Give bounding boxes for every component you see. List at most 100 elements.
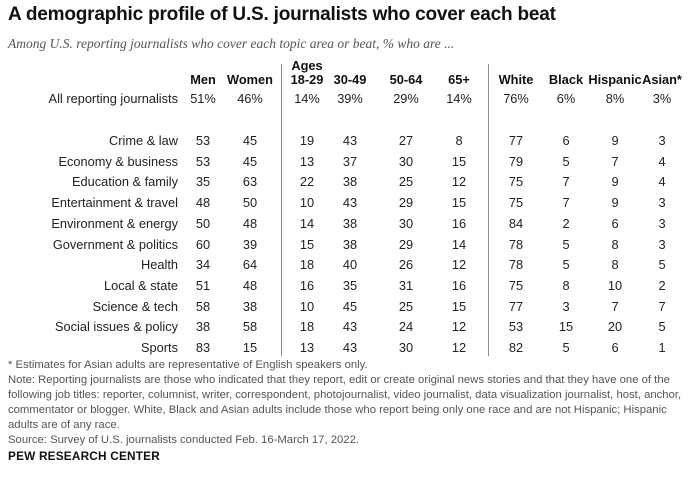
cell-entertainment-travel-hispanic: 9	[611, 195, 619, 211]
row-label-environment-energy: Environment & energy	[51, 215, 178, 231]
cell-economy-business-30-49: 37	[342, 153, 358, 169]
summary-value-65: 14%	[446, 91, 472, 106]
cell-crime-law-30-49: 43	[342, 133, 358, 148]
cell-sports-women: 15	[242, 340, 258, 355]
cell-social-issues-policy-white: 53	[508, 319, 524, 335]
cell-government-politics-hispanic: 8	[611, 236, 619, 252]
cell-government-politics-asian: 3	[658, 236, 666, 252]
cell-environment-energy-asian: 3	[658, 215, 666, 231]
cell-science-tech-women: 38	[242, 298, 258, 314]
row-label-science-tech: Science & tech	[92, 298, 178, 314]
cell-health-women: 64	[242, 257, 258, 273]
cell-environment-energy-women: 48	[242, 215, 258, 231]
cell-entertainment-travel-18-29: 10	[299, 195, 315, 211]
cell-crime-law-65: 8	[455, 133, 463, 148]
cell-crime-law-women: 45	[242, 133, 258, 148]
beat-demographics-table: Ages Men Women 18-29 30-49 50-64 65+ White Black…	[49, 58, 682, 356]
cell-science-tech-men: 58	[195, 298, 211, 314]
row-label-government-politics: Government & politics	[52, 236, 178, 252]
cell-social-issues-policy-men: 38	[195, 319, 211, 335]
cell-entertainment-travel-50-64: 29	[398, 195, 414, 211]
notes-block: * Estimates for Asian adults are represe…	[8, 358, 692, 448]
cell-health-65: 12	[451, 257, 467, 273]
cell-education-family-18-29: 22	[299, 174, 315, 190]
row-label-education-family: Education & family	[72, 174, 178, 190]
cell-crime-law-50-64: 27	[398, 133, 414, 148]
cell-economy-business-black: 5	[562, 153, 570, 169]
chart-title: A demographic profile of U.S. journalist…	[8, 4, 556, 25]
cell-health-asian: 5	[658, 257, 666, 273]
column-header-50-64: 50-64	[389, 72, 423, 87]
cell-social-issues-policy-65: 12	[451, 319, 467, 335]
cell-government-politics-white: 78	[508, 236, 524, 252]
cell-economy-business-hispanic: 7	[611, 153, 619, 169]
chart-subtitle: Among U.S. reporting journalists who cov…	[8, 36, 455, 51]
cell-entertainment-travel-men: 48	[195, 195, 211, 211]
cell-entertainment-travel-women: 50	[242, 195, 258, 211]
cell-economy-business-18-29: 13	[299, 153, 315, 169]
cell-crime-law-18-29: 19	[299, 133, 315, 148]
cell-environment-energy-white: 84	[508, 215, 524, 231]
cell-crime-law-hispanic: 9	[611, 133, 619, 148]
column-header-30-49: 30-49	[333, 72, 367, 87]
cell-health-men: 34	[195, 257, 211, 273]
cell-economy-business-65: 15	[451, 153, 467, 169]
cell-education-family-30-49: 38	[342, 174, 358, 190]
cell-entertainment-travel-asian: 3	[658, 195, 666, 211]
cell-science-tech-50-64: 25	[398, 298, 414, 314]
summary-value-30-49: 39%	[337, 91, 363, 106]
column-header-white: White	[498, 72, 534, 87]
column-header-18-29: 18-29	[290, 72, 324, 87]
column-header-65: 65+	[448, 72, 470, 87]
cell-local-state-30-49: 35	[342, 277, 358, 293]
cell-science-tech-asian: 7	[658, 298, 666, 314]
cell-economy-business-men: 53	[195, 153, 211, 169]
cell-education-family-black: 7	[562, 174, 570, 190]
cell-science-tech-white: 77	[508, 298, 524, 314]
cell-environment-energy-18-29: 14	[299, 215, 315, 231]
cell-social-issues-policy-hispanic: 20	[607, 319, 623, 335]
cell-sports-30-49: 43	[342, 340, 358, 355]
cell-local-state-women: 48	[242, 277, 258, 293]
cell-health-black: 5	[562, 257, 570, 273]
source-note: Source: Survey of U.S. journalists condu…	[8, 434, 360, 446]
cell-science-tech-65: 15	[451, 298, 467, 314]
cell-health-hispanic: 8	[611, 257, 619, 273]
cell-sports-18-29: 13	[299, 340, 315, 355]
cell-health-30-49: 40	[342, 257, 358, 273]
cell-government-politics-50-64: 29	[398, 236, 414, 252]
cell-crime-law-asian: 3	[658, 133, 666, 148]
cell-sports-50-64: 30	[398, 340, 414, 355]
column-header-asian: Asian*	[642, 72, 682, 87]
summary-value-women: 46%	[237, 91, 263, 106]
cell-environment-energy-black: 2	[562, 215, 570, 231]
cell-sports-hispanic: 6	[611, 340, 619, 355]
cell-local-state-black: 8	[562, 277, 570, 293]
row-label-entertainment-travel: Entertainment & travel	[51, 195, 178, 211]
cell-health-50-64: 26	[398, 257, 414, 273]
age-group-header: Ages	[291, 58, 323, 73]
cell-government-politics-men: 60	[195, 236, 211, 252]
cell-social-issues-policy-asian: 5	[658, 319, 666, 335]
cell-social-issues-policy-black: 15	[558, 319, 574, 335]
row-label-local-state: Local & state	[104, 277, 178, 293]
cell-local-state-men: 51	[195, 277, 211, 293]
cell-education-family-white: 75	[508, 174, 524, 190]
cell-sports-black: 5	[562, 340, 570, 355]
cell-crime-law-white: 77	[508, 133, 524, 148]
cell-education-family-men: 35	[195, 174, 211, 190]
cell-social-issues-policy-women: 58	[242, 319, 258, 335]
cell-education-family-50-64: 25	[398, 174, 414, 190]
cell-social-issues-policy-50-64: 24	[398, 319, 414, 335]
cell-entertainment-travel-65: 15	[451, 195, 467, 211]
cell-local-state-asian: 2	[658, 277, 666, 293]
cell-education-family-hispanic: 9	[611, 174, 619, 190]
cell-environment-energy-hispanic: 6	[611, 215, 619, 231]
column-header-hispanic: Hispanic	[588, 72, 642, 87]
summary-value-men: 51%	[190, 91, 216, 106]
cell-government-politics-65: 14	[451, 236, 467, 252]
asian-footnote: * Estimates for Asian adults are represe…	[8, 359, 368, 371]
row-label-social-issues-policy: Social issues & policy	[54, 319, 178, 335]
cell-environment-energy-65: 16	[451, 215, 467, 231]
cell-environment-energy-50-64: 30	[398, 215, 414, 231]
